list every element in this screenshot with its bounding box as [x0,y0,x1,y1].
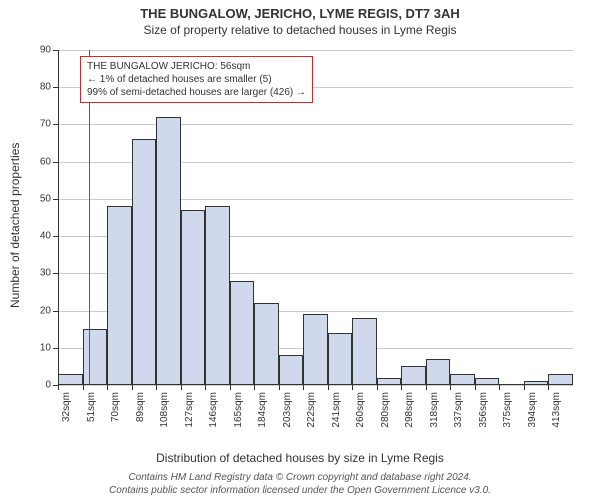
x-tick-label: 32sqm [61,392,72,422]
histogram-bar [328,333,353,385]
gridline [58,50,573,51]
y-tick-mark [53,87,58,88]
annotation-line-2: ← 1% of detached houses are smaller (5) [87,73,306,86]
x-tick-label: 356sqm [478,392,489,428]
x-axis-label: Distribution of detached houses by size … [0,451,600,465]
chart-title: THE BUNGALOW, JERICHO, LYME REGIS, DT7 3… [0,0,600,21]
y-tick-mark [53,273,58,274]
x-tick-label: 127sqm [184,392,195,428]
y-tick-label: 40 [40,231,51,242]
x-tick-label: 222sqm [306,392,317,428]
histogram-bar [279,355,304,385]
x-tick-label: 165sqm [233,392,244,428]
x-tick-mark [83,385,84,390]
x-tick-label: 318sqm [429,392,440,428]
x-tick-label: 51sqm [86,392,97,422]
histogram-bar [132,139,157,385]
x-tick-mark [107,385,108,390]
x-tick-label: 413sqm [551,392,562,428]
gridline [58,124,573,125]
gridline [58,385,573,386]
histogram-bar [181,210,206,385]
y-tick-mark [53,311,58,312]
y-tick-mark [53,348,58,349]
x-tick-label: 70sqm [110,392,121,422]
annotation-box: THE BUNGALOW JERICHO: 56sqm ← 1% of deta… [80,56,313,103]
annotation-line-3: 99% of semi-detached houses are larger (… [87,86,306,99]
x-tick-mark [352,385,353,390]
y-tick-mark [53,50,58,51]
footer-line-1: Contains HM Land Registry data © Crown c… [0,472,600,485]
x-tick-mark [475,385,476,390]
x-axis-line [58,384,573,385]
x-tick-label: 298sqm [404,392,415,428]
histogram-bar [426,359,451,385]
histogram-bar [156,117,181,385]
histogram-bar [254,303,279,385]
x-tick-mark [156,385,157,390]
x-tick-mark [132,385,133,390]
histogram-bar [352,318,377,385]
y-tick-label: 30 [40,268,51,279]
x-tick-label: 146sqm [208,392,219,428]
footer: Contains HM Land Registry data © Crown c… [0,472,600,497]
y-tick-label: 50 [40,193,51,204]
histogram-bar [107,206,132,385]
footer-line-2: Contains public sector information licen… [0,485,600,498]
x-tick-mark [303,385,304,390]
y-axis-line [58,50,59,385]
x-tick-label: 394sqm [527,392,538,428]
x-tick-mark [205,385,206,390]
x-tick-mark [279,385,280,390]
chart-subtitle: Size of property relative to detached ho… [0,21,600,37]
x-tick-mark [328,385,329,390]
x-tick-label: 241sqm [331,392,342,428]
x-tick-mark [254,385,255,390]
histogram-bar [303,314,328,385]
y-tick-label: 10 [40,342,51,353]
y-tick-label: 60 [40,156,51,167]
y-tick-mark [53,236,58,237]
x-tick-mark [181,385,182,390]
y-tick-label: 90 [40,45,51,56]
x-tick-label: 280sqm [380,392,391,428]
x-tick-mark [377,385,378,390]
histogram-bar [401,366,426,385]
y-tick-mark [53,162,58,163]
x-tick-label: 184sqm [257,392,268,428]
x-tick-mark [524,385,525,390]
x-tick-label: 260sqm [355,392,366,428]
x-tick-label: 337sqm [453,392,464,428]
histogram-bar [83,329,108,385]
x-tick-mark [450,385,451,390]
x-tick-mark [426,385,427,390]
y-tick-mark [53,199,58,200]
x-tick-mark [58,385,59,390]
y-tick-label: 0 [45,380,51,391]
y-axis-label: Number of detached properties [8,142,22,307]
y-tick-label: 20 [40,305,51,316]
y-tick-label: 70 [40,119,51,130]
x-tick-label: 108sqm [159,392,170,428]
x-tick-mark [230,385,231,390]
histogram-bar [205,206,230,385]
y-tick-label: 80 [40,82,51,93]
annotation-line-1: THE BUNGALOW JERICHO: 56sqm [87,60,306,73]
x-tick-mark [499,385,500,390]
x-tick-label: 375sqm [502,392,513,428]
histogram-bar [230,281,255,385]
y-tick-mark [53,124,58,125]
x-tick-mark [548,385,549,390]
x-tick-label: 203sqm [282,392,293,428]
x-tick-label: 89sqm [135,392,146,422]
x-tick-mark [401,385,402,390]
